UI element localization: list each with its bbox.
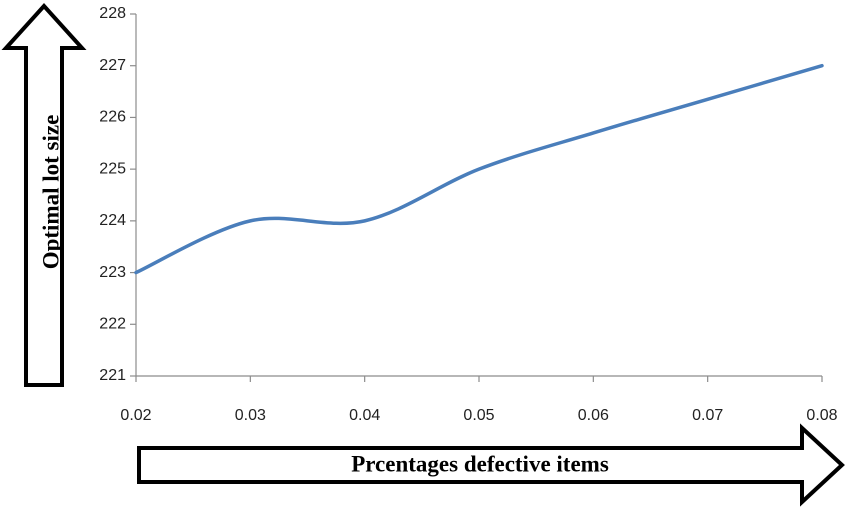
y-tick-label: 223 — [99, 264, 126, 281]
y-tick-label: 224 — [99, 212, 126, 229]
y-tick-label: 226 — [99, 109, 126, 126]
x-tick-label: 0.07 — [692, 407, 723, 424]
x-tick-label: 0.08 — [806, 407, 837, 424]
y-tick-label: 222 — [99, 316, 126, 333]
x-axis-title: Prcentages defective items — [351, 451, 609, 476]
x-tick-label: 0.03 — [235, 407, 266, 424]
series-line — [134, 63, 824, 275]
x-ticks: 0.02 0.03 0.04 0.05 0.06 0.07 0.08 — [120, 376, 838, 424]
x-axis-arrow — [137, 423, 845, 507]
y-ticks: 221 222 223 224 225 226 227 228 — [99, 5, 136, 384]
y-tick-label: 228 — [99, 5, 126, 22]
x-tick-label: 0.06 — [578, 407, 609, 424]
series-group — [134, 63, 824, 275]
y-axis-arrow — [1, 3, 87, 387]
x-tick-label: 0.05 — [463, 407, 494, 424]
x-tick-label: 0.04 — [349, 407, 380, 424]
y-axis-title: Optimal lot size — [38, 115, 63, 270]
y-tick-label: 221 — [99, 367, 126, 384]
y-tick-label: 227 — [99, 57, 126, 74]
y-tick-label: 225 — [99, 160, 126, 177]
x-tick-label: 0.02 — [120, 407, 151, 424]
